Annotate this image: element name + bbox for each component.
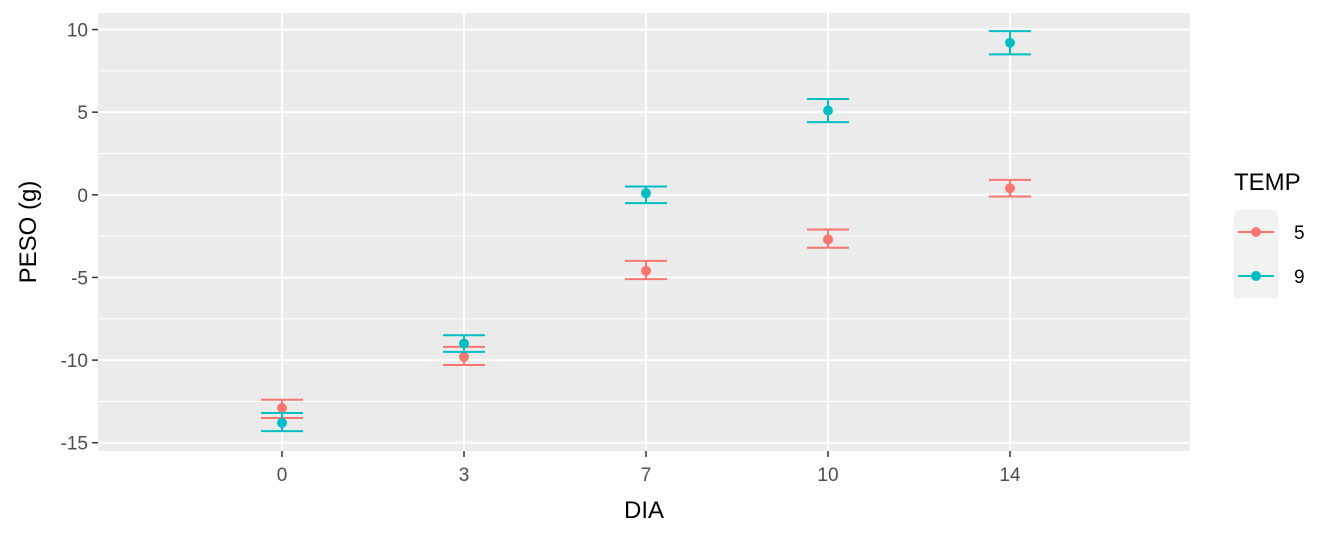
data-point (459, 351, 469, 362)
data-point (823, 105, 833, 116)
x-axis-title: DIA (624, 497, 664, 524)
y-tick-label: -15 (61, 434, 88, 455)
data-point (277, 417, 287, 428)
legend-key-point (1251, 271, 1261, 281)
x-tick-label: 7 (641, 465, 652, 486)
legend: TEMP 59 (1234, 169, 1305, 298)
legend-key-bg (1234, 210, 1278, 298)
data-point (641, 265, 651, 276)
series-9 (261, 30, 1031, 433)
data-point (459, 338, 469, 349)
data-point (277, 403, 287, 414)
legend-items: 59 (1238, 223, 1305, 288)
grid (98, 13, 1190, 451)
y-axis: -15 -10 -5 0 5 10 (61, 21, 98, 455)
data-point (823, 234, 833, 245)
y-tick-label: 5 (77, 103, 88, 124)
x-tick-label: 10 (817, 465, 838, 486)
y-tick-label: 0 (77, 186, 88, 207)
y-tick-label: -10 (61, 351, 88, 372)
data-point (1005, 183, 1015, 194)
legend-title: TEMP (1234, 169, 1301, 196)
legend-label: 5 (1294, 223, 1305, 244)
data-point (1005, 37, 1015, 48)
x-tick-label: 3 (459, 465, 470, 486)
legend-label: 9 (1294, 267, 1305, 288)
x-tick-label: 14 (999, 465, 1021, 486)
data-point (641, 188, 651, 199)
legend-key-point (1251, 227, 1261, 237)
x-axis: 0 3 7 10 14 (277, 451, 1021, 486)
series-5 (261, 178, 1031, 419)
y-tick-label: 10 (67, 21, 88, 42)
x-tick-label: 0 (277, 465, 288, 486)
y-axis-title: PESO (g) (15, 181, 42, 284)
data-marks (261, 30, 1031, 433)
plot-panel (98, 13, 1190, 451)
y-tick-label: -5 (71, 268, 88, 289)
